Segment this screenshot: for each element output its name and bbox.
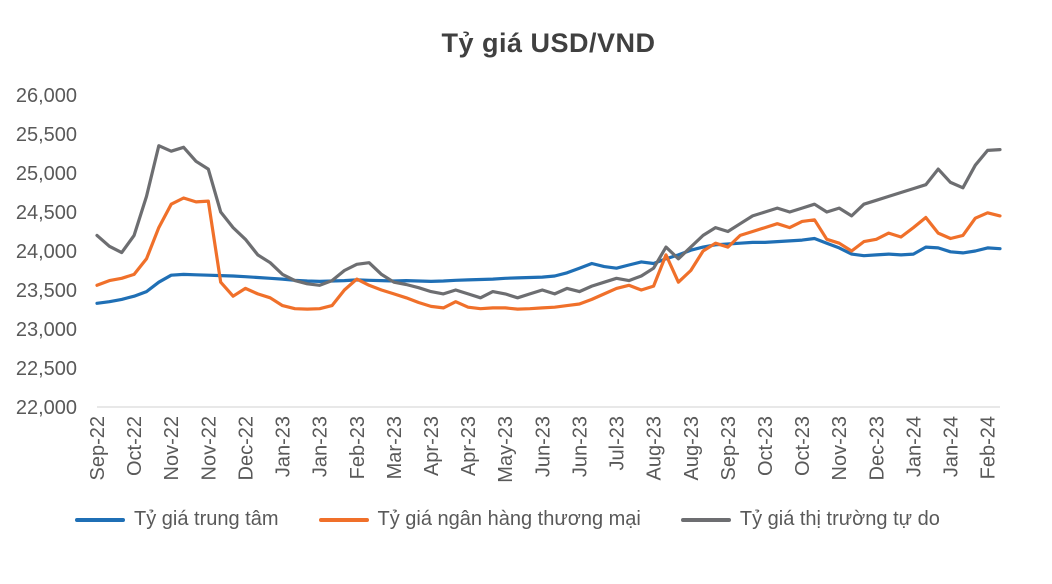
legend-line-swatch-commercial-bank-rate (318, 517, 369, 522)
series-line-2 (95, 144, 1002, 300)
y-axis-tick-label: 26,000 (16, 85, 77, 107)
x-axis-tick-label: Feb-23 (347, 416, 369, 479)
x-axis-tick-label: May-23 (495, 416, 517, 483)
legend-label-commercial-bank-rate: Tỷ giá ngân hàng thương mại (377, 508, 641, 530)
x-axis-tick-label: Oct-22 (124, 416, 146, 476)
chart-title: Tỷ giá USD/VND (441, 28, 656, 58)
x-axis-tick-label: Dec-22 (235, 416, 257, 480)
x-axis-tick-label: Oct-23 (792, 416, 814, 476)
x-axis-tick-label: Jun-23 (532, 416, 554, 477)
legend-label-free-market-rate: Tỷ giá thị trường tự do (739, 508, 940, 530)
x-axis-tick-label: Aug-23 (681, 416, 703, 481)
y-axis-tick-label: 23,500 (16, 280, 77, 302)
x-axis-tick-label: Nov-22 (198, 416, 220, 480)
x-axis-tick-label: Jan-23 (310, 416, 332, 477)
x-axis-tick-label: Nov-22 (161, 416, 183, 480)
x-axis-tick-label: Sep-22 (87, 416, 109, 481)
x-axis-tick-label: Mar-23 (384, 416, 406, 479)
legend-item-central-rate: Tỷ giá trung tâm (75, 508, 279, 531)
x-axis-tick-label: Jan-24 (903, 416, 925, 477)
y-axis-tick-label: 22,000 (16, 397, 77, 419)
x-axis-tick-label: Nov-23 (829, 416, 851, 480)
legend-item-free-market-rate: Tỷ giá thị trường tự do (680, 508, 940, 531)
x-axis-tick-label: Feb-24 (978, 416, 1000, 479)
x-axis-tick-label: Sep-23 (718, 416, 740, 481)
x-axis-tick-label: Apr-23 (421, 416, 443, 476)
legend-line-swatch-central-rate (75, 517, 125, 522)
y-axis-tick-label: 24,000 (16, 241, 77, 263)
x-axis-tick-label: Aug-23 (644, 416, 666, 481)
legend-item-commercial-bank-rate: Tỷ giá ngân hàng thương mại (318, 508, 641, 531)
x-axis-tick-label: Oct-23 (755, 416, 777, 476)
x-axis-tick-label: Jul-23 (607, 416, 629, 470)
x-axis-tick-label: Jun-23 (569, 416, 591, 477)
x-axis-tick-label: Jan-24 (941, 416, 963, 477)
x-axis-tick-label: Jan-23 (273, 416, 295, 477)
y-axis-tick-label: 25,000 (16, 163, 77, 185)
legend-line-swatch-free-market-rate (680, 517, 731, 522)
x-axis-tick-label: Apr-23 (458, 416, 480, 476)
series-line-1 (95, 196, 1002, 311)
chart-legend: Tỷ giá trung tâm Tỷ giá ngân hàng thương… (75, 508, 940, 531)
y-axis-tick-label: 25,500 (16, 124, 77, 146)
x-axis-tick-label: Dec-23 (866, 416, 888, 480)
series-line-0 (95, 236, 1002, 305)
legend-label-central-rate: Tỷ giá trung tâm (134, 508, 279, 530)
y-axis-tick-label: 22,500 (16, 358, 77, 380)
y-axis-tick-label: 23,000 (16, 319, 77, 341)
y-axis-tick-label: 24,500 (16, 202, 77, 224)
